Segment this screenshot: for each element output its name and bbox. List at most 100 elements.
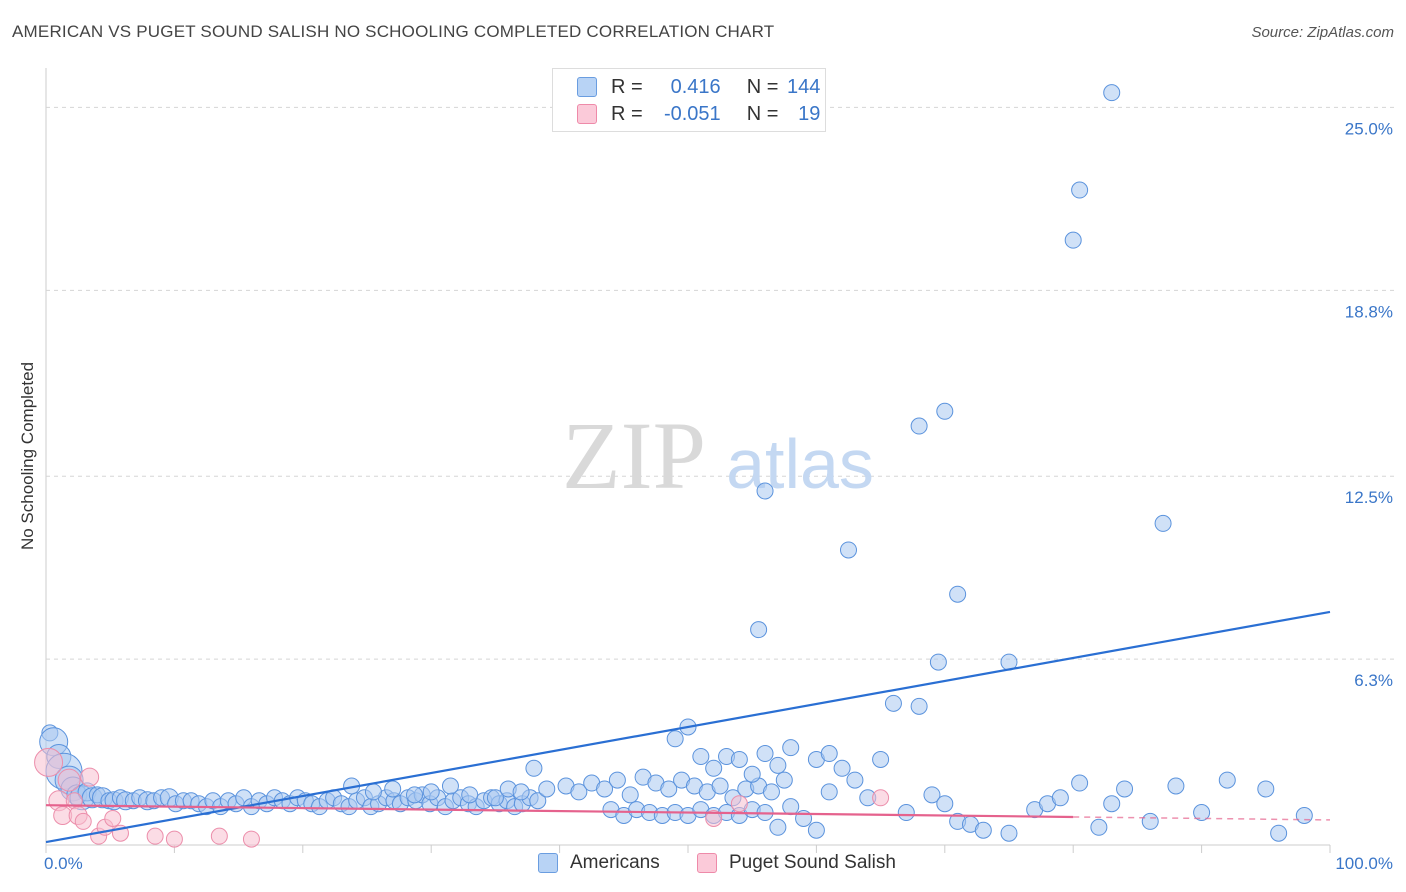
salish-trend-extension bbox=[1073, 816, 1331, 821]
salish-point bbox=[872, 789, 890, 807]
americans-point bbox=[872, 750, 890, 768]
americans-point bbox=[1071, 181, 1089, 199]
salish-point bbox=[242, 830, 260, 848]
americans-point bbox=[840, 541, 857, 559]
americans-point bbox=[1270, 824, 1288, 842]
americans-point bbox=[441, 777, 459, 795]
salish-trend-line bbox=[45, 804, 1074, 819]
americans-n-value: 144 bbox=[787, 75, 821, 98]
r-label: R = bbox=[611, 75, 643, 98]
americans-point bbox=[897, 804, 915, 822]
americans-point bbox=[762, 783, 780, 801]
americans-point bbox=[820, 745, 838, 763]
americans-point bbox=[525, 759, 543, 777]
americans-point bbox=[846, 771, 864, 789]
americans-point bbox=[949, 585, 967, 603]
americans-point bbox=[1071, 774, 1089, 792]
americans-point bbox=[936, 795, 954, 813]
americans-point bbox=[756, 482, 774, 500]
salish-point bbox=[210, 827, 228, 845]
americans-r-value: 0.416 bbox=[670, 75, 721, 98]
americans-trend-line bbox=[45, 610, 1331, 844]
stats-legend-row-americans: R = 0.416 N = 144 bbox=[577, 75, 820, 99]
americans-point bbox=[1141, 812, 1159, 830]
legend-item-americans[interactable]: Americans bbox=[538, 852, 660, 874]
americans-point bbox=[884, 694, 902, 712]
americans-point bbox=[730, 750, 748, 768]
stats-legend-row-salish: R = -0.051 N = 19 bbox=[577, 102, 820, 126]
americans-point bbox=[1193, 804, 1211, 822]
americans-point bbox=[769, 756, 787, 774]
n-label: N = bbox=[746, 102, 779, 125]
salish-point bbox=[34, 747, 64, 777]
americans-point bbox=[692, 747, 710, 765]
americans-point bbox=[570, 783, 588, 801]
americans-point bbox=[461, 786, 479, 804]
americans-point bbox=[486, 789, 504, 807]
americans-point bbox=[1000, 824, 1018, 842]
series-legend: Americans Puget Sound Salish bbox=[0, 852, 1406, 878]
salish-point bbox=[57, 768, 81, 792]
americans-point bbox=[756, 745, 774, 763]
salish-n-value: 19 bbox=[798, 102, 821, 125]
americans-point bbox=[974, 821, 992, 839]
salish-point bbox=[104, 809, 122, 827]
americans-point bbox=[1116, 780, 1134, 798]
americans-point bbox=[833, 759, 851, 777]
americans-point bbox=[743, 765, 761, 783]
americans-point bbox=[910, 417, 928, 435]
americans-point bbox=[750, 621, 768, 639]
americans-point bbox=[936, 402, 954, 420]
salish-point bbox=[146, 827, 164, 845]
americans-point bbox=[705, 759, 723, 777]
americans-point bbox=[621, 786, 639, 804]
americans-point bbox=[1090, 818, 1108, 836]
americans-point bbox=[769, 818, 787, 836]
americans-point bbox=[384, 780, 402, 798]
salish-swatch bbox=[577, 104, 597, 124]
americans-point bbox=[512, 783, 530, 801]
americans-point bbox=[1154, 514, 1172, 532]
americans-point bbox=[538, 780, 556, 798]
americans-point bbox=[1103, 795, 1121, 813]
americans-point bbox=[775, 771, 793, 789]
salish-point bbox=[705, 809, 723, 827]
americans-point bbox=[1167, 777, 1185, 795]
americans-point bbox=[910, 697, 928, 715]
watermark-atlas: atlas bbox=[726, 425, 874, 503]
salish-point bbox=[730, 795, 748, 813]
americans-point bbox=[820, 783, 838, 801]
chart-title: AMERICAN VS PUGET SOUND SALISH NO SCHOOL… bbox=[12, 22, 775, 41]
salish-legend-swatch bbox=[697, 853, 717, 873]
salish-r-value: -0.051 bbox=[663, 102, 721, 125]
americans-point bbox=[1064, 231, 1082, 249]
americans-point bbox=[529, 792, 547, 810]
americans-swatch bbox=[577, 77, 597, 97]
americans-point bbox=[782, 798, 800, 816]
americans-point bbox=[596, 780, 614, 798]
x-tick-label: 100.0% bbox=[1335, 854, 1393, 873]
americans-point bbox=[1103, 84, 1121, 102]
source-credit: Source: ZipAtlas.com bbox=[1251, 24, 1394, 41]
watermark-zip: ZIP bbox=[562, 402, 706, 509]
americans-point bbox=[660, 780, 678, 798]
legend-label-salish: Puget Sound Salish bbox=[729, 852, 896, 873]
n-label: N = bbox=[746, 75, 779, 98]
americans-point bbox=[666, 730, 684, 748]
americans-point bbox=[807, 821, 825, 839]
americans-point bbox=[1257, 780, 1275, 798]
americans-point bbox=[1295, 806, 1313, 824]
americans-point bbox=[1051, 789, 1069, 807]
americans-point bbox=[923, 786, 941, 804]
americans-point bbox=[364, 783, 382, 801]
legend-label-americans: Americans bbox=[570, 852, 660, 873]
americans-point bbox=[782, 739, 800, 757]
salish-point bbox=[165, 830, 183, 848]
americans-point bbox=[406, 786, 424, 804]
y-tick-label: 25.0% bbox=[1345, 119, 1393, 138]
americans-point bbox=[422, 783, 440, 801]
x-tick-label: 0.0% bbox=[44, 854, 83, 873]
legend-item-salish[interactable]: Puget Sound Salish bbox=[697, 852, 896, 874]
americans-legend-swatch bbox=[538, 853, 558, 873]
